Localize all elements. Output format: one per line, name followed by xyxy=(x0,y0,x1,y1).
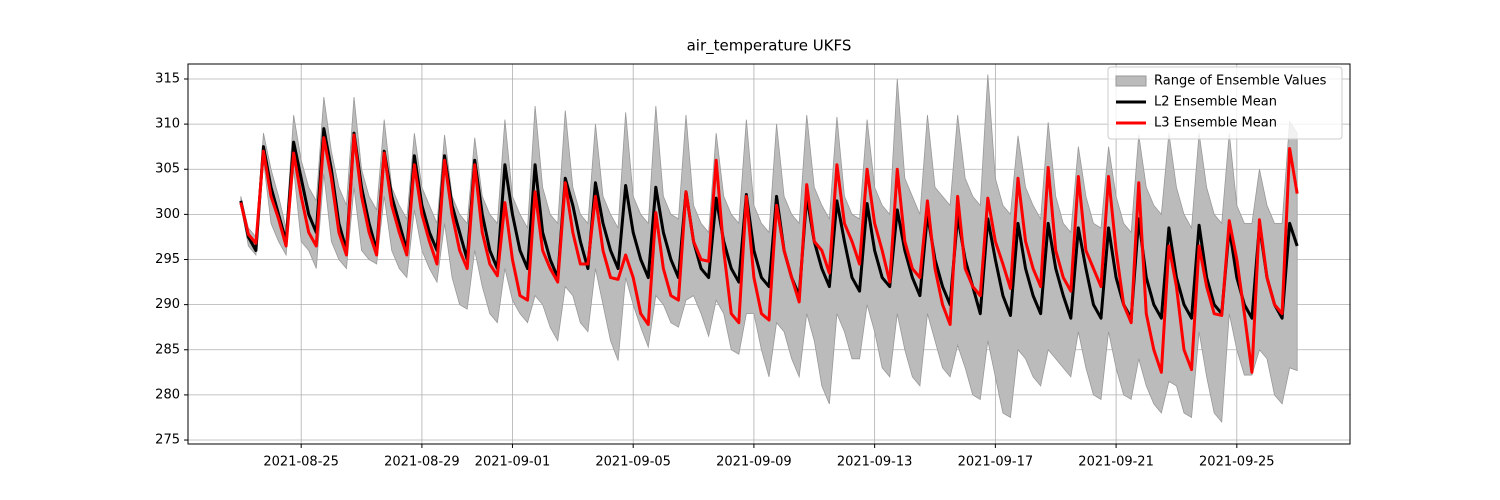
y-tick-label: 285 xyxy=(155,342,180,357)
y-tick-label: 295 xyxy=(155,252,180,267)
line xyxy=(239,133,1299,374)
legend-label: L3 Ensemble Mean xyxy=(1154,116,1277,131)
legend-swatch xyxy=(1115,75,1147,87)
x-tick-label: 2021-09-09 xyxy=(716,455,792,470)
plot-area xyxy=(239,74,1299,423)
x-tick-label: 2021-09-13 xyxy=(837,455,913,470)
y-tick-label: 305 xyxy=(155,162,180,177)
x-tick-label: 2021-09-17 xyxy=(958,455,1034,470)
x-tick-label: 2021-09-05 xyxy=(595,455,671,470)
y-tick-label: 280 xyxy=(155,387,180,402)
legend-label: L2 Ensemble Mean xyxy=(1154,95,1277,110)
range-band xyxy=(240,74,1298,423)
y-tick-label: 315 xyxy=(155,71,180,86)
x-tick-label: 2021-08-29 xyxy=(384,455,460,470)
x-tick-label: 2021-08-25 xyxy=(263,455,339,470)
y-tick-label: 310 xyxy=(155,117,180,132)
axes-frame xyxy=(187,63,1351,445)
x-tick-label: 2021-09-25 xyxy=(1199,455,1275,470)
axes: 275 280 285 290 295 300 305 310 315 2021-08-25 202… xyxy=(155,71,1274,469)
x-tick-label: 2021-09-21 xyxy=(1078,455,1154,470)
legend-box xyxy=(1107,66,1343,140)
legend-label: Range of Ensemble Values xyxy=(1154,74,1327,89)
y-tick-label: 300 xyxy=(155,207,180,222)
legend: Range of Ensemble Values L2 Ensemble Mean… xyxy=(1107,66,1343,140)
y-tick-label: 290 xyxy=(155,297,180,312)
x-tick-label: 2021-09-01 xyxy=(475,455,551,470)
chart-title: air_temperature UKFS xyxy=(687,37,852,56)
y-tick-label: 275 xyxy=(155,433,180,448)
